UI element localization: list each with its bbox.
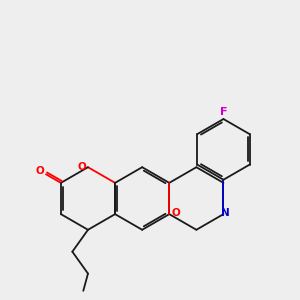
Text: N: N [221, 208, 230, 218]
Text: F: F [220, 107, 227, 117]
Text: O: O [172, 208, 181, 218]
Text: O: O [36, 166, 44, 176]
Text: O: O [78, 162, 87, 172]
